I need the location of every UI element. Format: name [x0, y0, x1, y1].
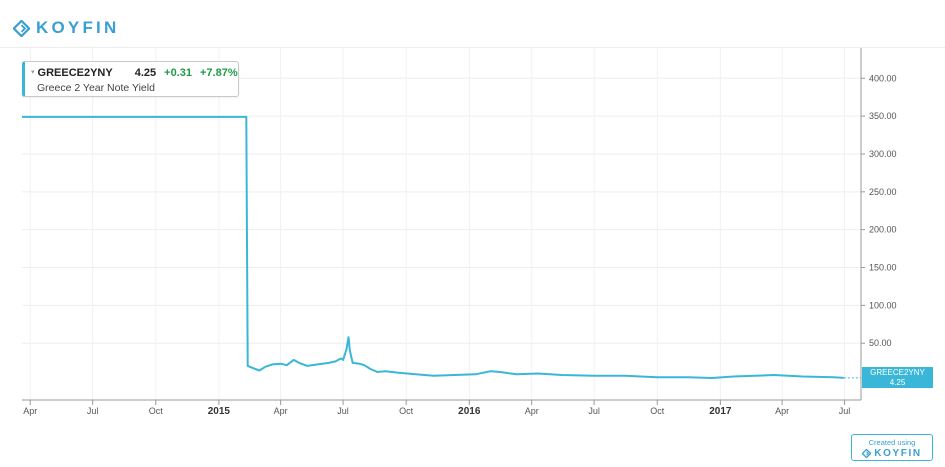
- series-legend[interactable]: ▾ GREECE2YNY 4.25 +0.31 +7.87% Greece 2 …: [22, 61, 239, 97]
- koyfin-logo[interactable]: KOYFIN: [13, 18, 119, 38]
- y-tick-label: 100.00: [869, 300, 897, 310]
- legend-drag-icon[interactable]: ▾: [31, 69, 35, 76]
- series-line-greece2yny[interactable]: [22, 115, 844, 379]
- x-tick-label: Apr: [274, 406, 288, 416]
- chart-series: [22, 115, 861, 379]
- x-tick-label: 2016: [458, 406, 481, 417]
- x-tick-label: Apr: [525, 406, 539, 416]
- legend-change: +0.31: [164, 67, 192, 79]
- x-tick-label: Oct: [650, 406, 665, 416]
- legend-change-percent: +7.87%: [199, 67, 238, 79]
- created-using-badge[interactable]: Created using KOYFIN: [851, 434, 933, 461]
- created-using-label: Created using: [868, 438, 916, 447]
- last-price-tag: GREECE2YNY 4.25: [862, 367, 933, 388]
- price-tag-ticker: GREECE2YNY: [870, 368, 925, 377]
- koyfin-wordmark: KOYFIN: [36, 18, 120, 37]
- y-tick-label: 350.00: [869, 111, 897, 121]
- y-tick-label: 200.00: [869, 225, 897, 235]
- y-tick-label: 50.00: [869, 338, 892, 348]
- x-tick-label: Jul: [588, 406, 600, 416]
- price-tag-value: 4.25: [889, 378, 906, 387]
- y-tick-label: 400.00: [869, 73, 897, 83]
- x-tick-label: Jul: [337, 406, 349, 416]
- x-tick-label: Jul: [839, 406, 851, 416]
- chart-axes: 50.00 100.00 150.00 200.00 250.00 300.00 350.0…: [22, 48, 897, 417]
- x-tick-label: Oct: [399, 406, 414, 416]
- header-divider: [0, 47, 945, 48]
- x-tick-label: Apr: [775, 406, 789, 416]
- y-tick-label: 250.00: [869, 187, 897, 197]
- x-tick-label: Apr: [23, 406, 37, 416]
- x-tick-label: Jul: [87, 406, 99, 416]
- created-using-brand: KOYFIN: [874, 448, 922, 459]
- legend-series-name: Greece 2 Year Note Yield: [37, 82, 155, 94]
- x-tick-label: 2015: [208, 406, 231, 417]
- chart-grid: [22, 48, 861, 400]
- y-tick-label: 300.00: [869, 149, 897, 159]
- koyfin-badge-icon: [862, 449, 872, 458]
- y-tick-label: 150.00: [869, 263, 897, 273]
- legend-ticker: GREECE2YNY: [37, 67, 113, 79]
- x-tick-label: 2017: [709, 406, 732, 417]
- x-tick-label: Oct: [149, 406, 164, 416]
- legend-price: 4.25: [134, 67, 157, 79]
- koyfin-logo-icon: [13, 19, 30, 37]
